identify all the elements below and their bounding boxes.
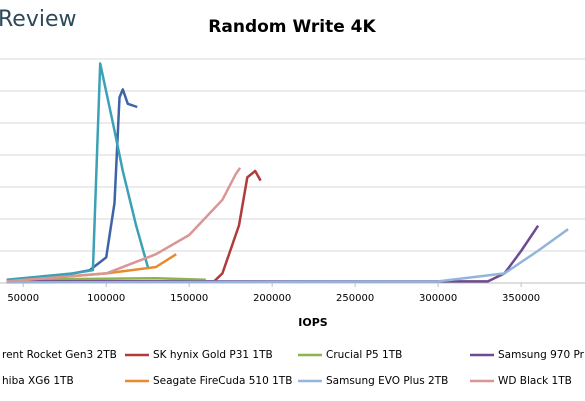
series-line bbox=[6, 62, 150, 282]
legend-label: Seagate FireCuda 510 1TB bbox=[153, 375, 292, 387]
legend-label: WD Black 1TB bbox=[498, 375, 572, 387]
chart-title: Random Write 4K bbox=[208, 17, 376, 37]
x-axis-title: IOPS bbox=[298, 316, 328, 329]
series-line bbox=[6, 276, 206, 282]
series-line bbox=[6, 228, 569, 284]
series-line bbox=[6, 225, 540, 283]
series-line bbox=[6, 167, 242, 283]
legend-label: Samsung 970 Pr bbox=[498, 349, 585, 361]
legend-label: SK hynix Gold P31 1TB bbox=[153, 349, 273, 361]
x-tick-label: 200000 bbox=[253, 293, 291, 304]
series-line bbox=[6, 169, 262, 283]
x-tick-label: 100000 bbox=[87, 293, 125, 304]
x-tick-label: 250000 bbox=[336, 293, 374, 304]
x-tick-label: 150000 bbox=[170, 293, 208, 304]
x-tick-label: 350000 bbox=[502, 293, 540, 304]
series-line bbox=[6, 88, 138, 283]
brand-text: Review bbox=[0, 7, 77, 32]
x-tick-label: 300000 bbox=[419, 293, 457, 304]
legend-label: Samsung EVO Plus 2TB bbox=[326, 375, 448, 387]
legend-label: hiba XG6 1TB bbox=[2, 375, 74, 387]
legend-label: Crucial P5 1TB bbox=[326, 349, 402, 361]
x-tick-label: 50000 bbox=[7, 293, 39, 304]
legend-label: rent Rocket Gen3 2TB bbox=[2, 349, 117, 361]
